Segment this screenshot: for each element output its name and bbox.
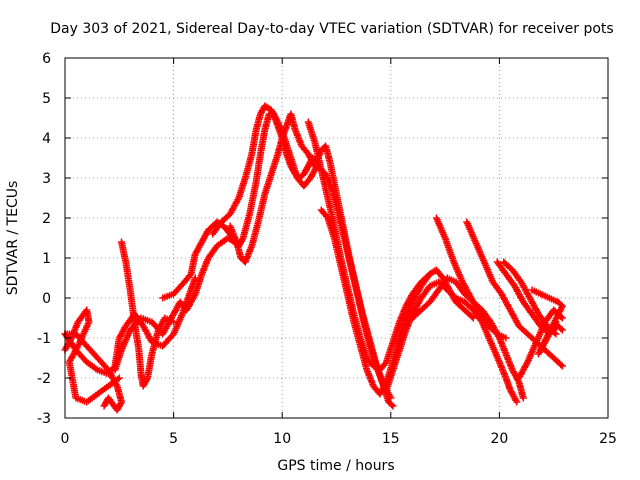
series-track-m <box>432 214 510 342</box>
x-tick-label: 15 <box>382 431 400 447</box>
data-marks <box>61 102 566 414</box>
y-tick-label: -3 <box>37 411 51 427</box>
plot-frame <box>64 57 609 419</box>
series-track-k <box>383 278 521 406</box>
marker-plus-path <box>463 218 566 370</box>
x-tick-labels: 0 5 10 15 20 25 <box>61 431 617 447</box>
x-tick-label: 5 <box>169 431 178 447</box>
series-track-e <box>111 234 238 374</box>
x-tick-label: 20 <box>490 431 508 447</box>
y-tick-label: -2 <box>37 371 51 387</box>
y-tick-label: 4 <box>42 131 51 147</box>
y-tick-label: -1 <box>37 331 51 347</box>
y-tick-label: 1 <box>42 251 51 267</box>
series-track-r <box>528 286 566 358</box>
y-tick-label: 2 <box>42 211 51 227</box>
series-track-d <box>118 238 178 390</box>
marker-plus-path <box>226 110 397 410</box>
marker-plus-path <box>432 214 510 342</box>
y-tick-label: 6 <box>42 51 51 67</box>
marker-plus-path <box>111 234 238 374</box>
x-tick-label: 0 <box>61 431 70 447</box>
marker-plus-path <box>528 286 566 358</box>
marker-plus-path <box>118 238 178 390</box>
y-axis-label: SDTVAR / TECUs <box>5 181 21 296</box>
chart-title: Day 303 of 2021, Sidereal Day-to-day VTE… <box>50 21 613 37</box>
x-tick-label: 25 <box>599 431 617 447</box>
series-track-h <box>226 110 397 410</box>
axis-ticks <box>64 57 609 419</box>
series-track-n <box>463 218 566 370</box>
y-tick-label: 0 <box>42 291 51 307</box>
y-tick-label: 3 <box>42 171 51 187</box>
x-axis-label: GPS time / hours <box>277 458 394 474</box>
y-tick-labels: -3 -2 -1 0 1 2 3 4 5 6 <box>37 51 51 427</box>
marker-plus-path <box>383 278 521 406</box>
x-tick-label: 10 <box>273 431 291 447</box>
y-tick-label: 5 <box>42 91 51 107</box>
